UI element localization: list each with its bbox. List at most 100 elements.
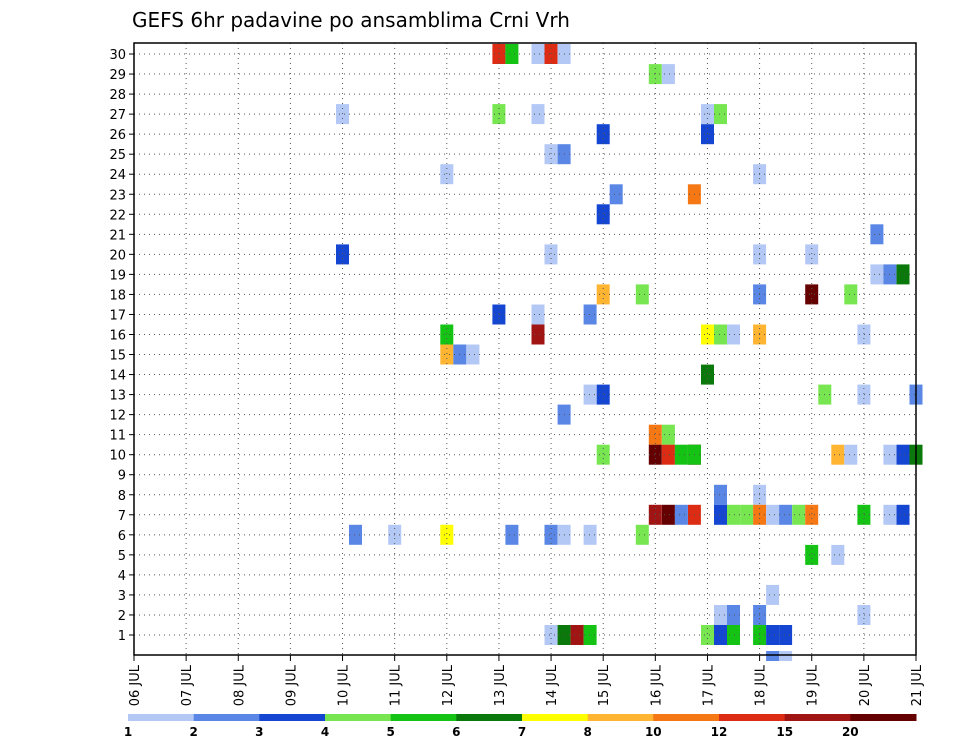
xtick-label-9: 15 JUL: [597, 664, 612, 706]
cell-103: [701, 625, 714, 645]
cell-8: [531, 104, 545, 125]
cell-91: [635, 524, 649, 545]
xtick-label-13: 19 JUL: [806, 664, 821, 706]
cell-22: [336, 244, 349, 265]
cell-81: [857, 504, 871, 525]
cell-101: [570, 625, 584, 645]
xtick-label-14: 20 JUL: [858, 664, 873, 706]
xtick-label-0: 06 JUL: [128, 664, 143, 706]
cell-94: [766, 584, 780, 605]
cell-55: [661, 424, 675, 445]
ytick-label-8: 8: [118, 489, 126, 504]
cell-32: [596, 284, 610, 305]
cell-42: [727, 324, 740, 345]
cell-95: [714, 605, 727, 625]
cell-1: [505, 44, 519, 64]
cell-9: [492, 104, 506, 125]
ytick-label-14: 14: [109, 369, 126, 384]
cell-65: [896, 444, 910, 465]
ytick-label-26: 26: [109, 128, 126, 143]
legend-label-9: 12: [711, 725, 728, 739]
ytick-label-25: 25: [109, 148, 126, 163]
cell-16: [440, 164, 454, 185]
xtick-label-2: 08 JUL: [232, 664, 247, 706]
ytick-label-6: 6: [118, 529, 126, 544]
cell-7: [336, 104, 349, 125]
legend-swatch-11: [850, 714, 917, 721]
ytick-label-16: 16: [109, 328, 126, 343]
cell-18: [609, 184, 623, 205]
cell-26: [805, 284, 819, 305]
y-axis: 1234567891011121314151617181920212223242…: [109, 48, 134, 644]
cell-48: [583, 384, 597, 405]
xtick-label-7: 13 JUL: [493, 664, 508, 706]
legend-label-2: 3: [255, 725, 263, 739]
cell-11: [714, 104, 727, 125]
cell-77: [766, 504, 780, 525]
ytick-label-19: 19: [109, 268, 126, 283]
legend-swatch-3: [325, 714, 392, 721]
cell-108: [779, 625, 793, 645]
ytick-label-24: 24: [109, 168, 126, 183]
legend-label-3: 4: [321, 725, 329, 739]
cell-12: [596, 124, 610, 145]
cell-67: [714, 484, 727, 505]
cell-109: [766, 651, 780, 661]
ytick-label-3: 3: [118, 589, 126, 604]
legend-swatch-7: [587, 714, 654, 721]
ytick-label-10: 10: [109, 449, 126, 464]
cell-46: [466, 344, 480, 365]
cell-2: [531, 44, 545, 64]
cell-99: [544, 625, 558, 645]
legend-swatch-6: [522, 714, 589, 721]
cell-54: [648, 424, 662, 445]
xtick-label-3: 09 JUL: [284, 664, 299, 706]
legend-swatch-10: [784, 714, 851, 721]
ytick-label-29: 29: [109, 68, 126, 83]
legend-swatch-4: [390, 714, 457, 721]
ytick-label-18: 18: [109, 288, 126, 303]
cell-63: [844, 444, 858, 465]
ytick-label-30: 30: [109, 48, 126, 63]
legend-label-0: 1: [124, 725, 132, 739]
cell-27: [844, 284, 858, 305]
legend-label-6: 7: [518, 725, 526, 739]
cell-14: [544, 144, 558, 165]
cell-79: [792, 504, 806, 525]
cell-47: [701, 364, 714, 385]
cell-49: [596, 384, 610, 405]
cell-83: [896, 504, 910, 525]
legend-label-8: 10: [645, 725, 662, 739]
cell-60: [674, 444, 688, 465]
cell-89: [544, 524, 558, 545]
cell-30: [896, 264, 910, 285]
cell-75: [740, 504, 754, 525]
legend-swatch-8: [653, 714, 720, 721]
chart-title: GEFS 6hr padavine po ansamblima Crni Vrh: [132, 8, 570, 32]
cell-58: [648, 444, 662, 465]
ytick-label-22: 22: [109, 208, 126, 223]
cell-21: [870, 224, 884, 245]
ytick-label-28: 28: [109, 88, 126, 103]
cell-104: [714, 625, 727, 645]
color-legend: 1 2 3 4 5 6 7 8 10 12 15 20: [124, 714, 917, 739]
cell-34: [531, 304, 545, 325]
cell-35: [492, 304, 506, 325]
cell-38: [440, 324, 454, 345]
plot-frame: [133, 42, 917, 656]
legend-swatch-2: [259, 714, 326, 721]
ytick-label-21: 21: [109, 228, 126, 243]
ytick-label-20: 20: [109, 248, 126, 263]
xtick-label-5: 11 JUL: [389, 664, 404, 706]
ytick-label-2: 2: [118, 609, 126, 624]
cell-78: [779, 504, 793, 525]
legend-label-7: 8: [584, 725, 592, 739]
cell-86: [440, 524, 454, 545]
ytick-label-5: 5: [118, 549, 126, 564]
xtick-label-1: 07 JUL: [180, 664, 195, 706]
ytick-label-1: 1: [118, 629, 126, 644]
cell-73: [714, 504, 727, 525]
legend-swatch-1: [193, 714, 260, 721]
legend-label-11: 20: [842, 725, 859, 739]
cell-80: [805, 504, 819, 525]
